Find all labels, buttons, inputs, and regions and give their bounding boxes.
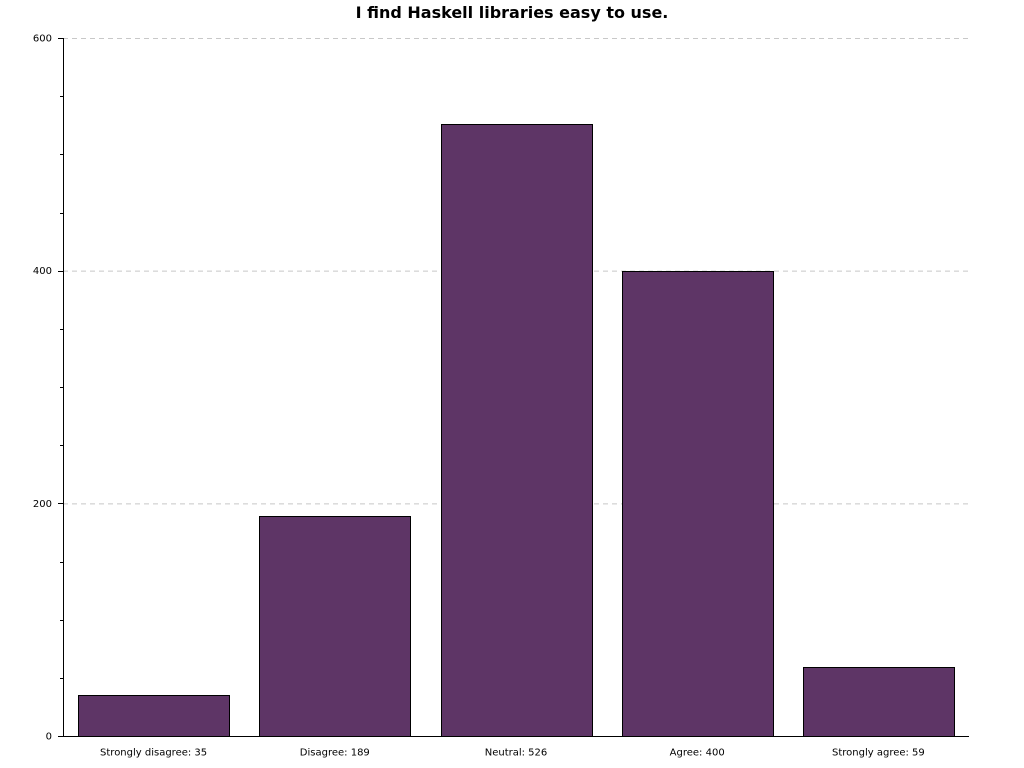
bar-4 — [803, 667, 955, 737]
x-tick-label-4: Strongly agree: 59 — [832, 748, 925, 759]
y-tick-label-200: 200 — [33, 499, 52, 510]
bars — [78, 124, 955, 737]
chart-title: I find Haskell libraries easy to use. — [355, 3, 669, 22]
bar-2 — [441, 124, 593, 737]
axes — [58, 38, 969, 737]
bar-0 — [78, 695, 230, 737]
x-tick-label-0: Strongly disagree: 35 — [100, 748, 207, 759]
bar-1 — [259, 516, 411, 737]
x-tick-label-3: Agree: 400 — [670, 748, 725, 759]
bar-3 — [622, 271, 774, 737]
y-tick-label-600: 600 — [33, 34, 52, 45]
tick-labels: Strongly disagree: 35 Disagree: 189 Neutra… — [33, 34, 925, 759]
x-tick-label-1: Disagree: 189 — [300, 748, 370, 759]
y-tick-label-400: 400 — [33, 266, 52, 277]
x-tick-label-2: Neutral: 526 — [485, 748, 548, 759]
y-tick-label-0: 0 — [46, 732, 52, 743]
